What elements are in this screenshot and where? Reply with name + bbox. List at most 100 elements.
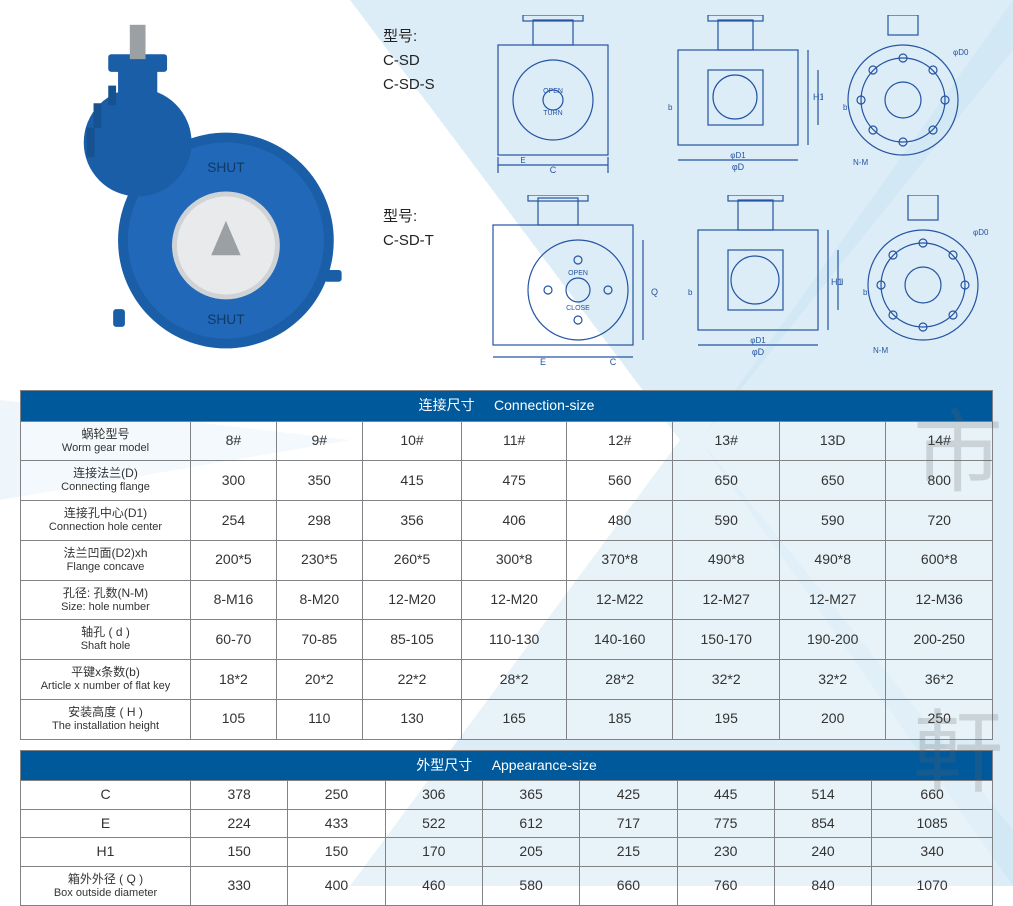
table-cell: 365 [482,781,579,810]
table-cell: 32*2 [673,660,780,700]
top-area: SHUT SHUT 型号: C-SD C-SD-S [0,0,1013,390]
table-cell: 200*5 [191,540,277,580]
schematic-side-2: H1 H φD φD1 b [673,195,843,365]
table-row: 连接法兰(D)Connecting flange3003504154755606… [21,461,993,501]
svg-text:E: E [540,357,546,365]
table-cell: 370*8 [566,540,673,580]
table-cell: 800 [886,461,993,501]
table-row: 连接孔中心(D1)Connection hole center254298356… [21,501,993,541]
table-cell: 480 [566,501,673,541]
table-cell: 475 [462,461,567,501]
table-cell: 612 [482,809,579,838]
appearance-title-en: Appearance-size [492,757,597,773]
table-row: 轴孔 ( d )Shaft hole60-7070-8585-105110-13… [21,620,993,660]
schematic-front-2: OPEN CLOSE E C Q [483,195,663,365]
table-cell: 170 [385,838,482,867]
table-cell: 60-70 [191,620,277,660]
table-cell: 70-85 [276,620,362,660]
table-cell: 298 [276,501,362,541]
table-cell: 522 [385,809,482,838]
table-cell: 300 [191,461,277,501]
table-cell: 28*2 [462,660,567,700]
table-cell: 12-M27 [779,580,886,620]
table-row: 孔径: 孔数(N-M)Size: hole number8-M168-M2012… [21,580,993,620]
table-cell: 20*2 [276,660,362,700]
table-cell: 590 [673,501,780,541]
table-cell: 10# [362,421,462,461]
table-cell: 378 [191,781,288,810]
svg-text:φD1: φD1 [750,336,766,345]
row-label: 连接法兰(D)Connecting flange [21,461,191,501]
table-cell: 224 [191,809,288,838]
table-cell: 185 [566,699,673,739]
table-cell: 490*8 [673,540,780,580]
connection-title-cn: 连接尺寸 [419,397,475,413]
row-label: C [21,781,191,810]
table-cell: 490*8 [779,540,886,580]
table-cell: 1085 [872,809,993,838]
table-cell: 415 [362,461,462,501]
row-label: E [21,809,191,838]
table-cell: 14# [886,421,993,461]
table-cell: 12-M20 [462,580,567,620]
table-cell: 28*2 [566,660,673,700]
table-cell: 195 [673,699,780,739]
table-cell: 445 [677,781,774,810]
table-cell: 560 [566,461,673,501]
table-cell: 190-200 [779,620,886,660]
table-cell: 150 [288,838,385,867]
svg-text:Q: Q [651,287,658,297]
table-cell: 130 [362,699,462,739]
svg-text:b: b [668,103,673,112]
table-cell: 200 [779,699,886,739]
table-row: 安装高度 ( H )The installation height1051101… [21,699,993,739]
table-row: 法兰凹面(D2)xhFlange concave200*5230*5260*53… [21,540,993,580]
model-label-2-cn: 型号: [383,208,417,225]
table-cell: 12-M20 [362,580,462,620]
table-cell: 205 [482,838,579,867]
table-cell: 775 [677,809,774,838]
table-cell: 150-170 [673,620,780,660]
table-cell: 433 [288,809,385,838]
schematic-side-1: H1 H φD φD1 b [653,15,823,175]
table-cell: 215 [580,838,677,867]
appearance-size-table: 外型尺寸 Appearance-size C378250306365425445… [20,750,993,906]
table-cell: 32*2 [779,660,886,700]
model-label-1: 型号: C-SD C-SD-S [383,15,473,97]
model-label-1-cn: 型号: [383,28,417,45]
table-cell: 230*5 [276,540,362,580]
table-cell: 12-M22 [566,580,673,620]
product-image: SHUT SHUT [20,15,373,375]
svg-text:CLOSE: CLOSE [566,305,590,312]
appearance-title-cn: 外型尺寸 [416,757,472,773]
table-row: E2244335226127177758541085 [21,809,993,838]
table-cell: 18*2 [191,660,277,700]
model-label-1-line2: C-SD-S [383,76,435,93]
row-label: 法兰凹面(D2)xhFlange concave [21,540,191,580]
svg-text:φD0: φD0 [953,48,969,57]
svg-text:SHUT: SHUT [207,312,245,327]
table-cell: 12# [566,421,673,461]
table-cell: 13# [673,421,780,461]
table-cell: 340 [872,838,993,867]
table-row: H1150150170205215230240340 [21,838,993,867]
appearance-table-header: 外型尺寸 Appearance-size [21,750,993,781]
svg-text:E: E [520,156,525,165]
row-label: 平键x条数(b)Article x number of flat key [21,660,191,700]
table-cell: 590 [779,501,886,541]
table-cell: 13D [779,421,886,461]
table-cell: 306 [385,781,482,810]
svg-text:TURN: TURN [543,110,562,117]
table-cell: 110 [276,699,362,739]
svg-text:H: H [821,92,823,102]
table-cell: 250 [886,699,993,739]
table-cell: 240 [774,838,871,867]
row-label: 孔径: 孔数(N-M)Size: hole number [21,580,191,620]
connection-table-header: 连接尺寸 Connection-size [21,391,993,422]
svg-text:OPEN: OPEN [568,270,588,277]
table-cell: 8-M16 [191,580,277,620]
svg-text:φD: φD [752,347,765,357]
svg-text:H: H [841,277,843,287]
table-cell: 230 [677,838,774,867]
table-cell: 425 [580,781,677,810]
